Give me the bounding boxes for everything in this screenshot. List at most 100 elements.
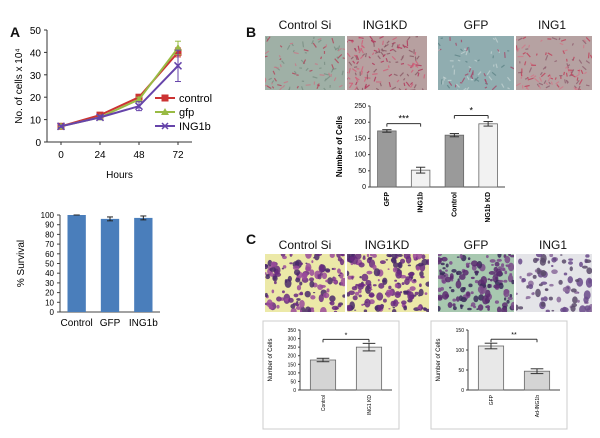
cell-speck xyxy=(484,86,488,89)
cell-speck xyxy=(581,265,588,269)
cell-speck xyxy=(316,254,323,257)
cell-speck xyxy=(309,280,315,288)
cell-speck xyxy=(388,285,392,290)
cell-speck xyxy=(265,292,268,298)
cell-speck xyxy=(386,52,391,55)
cell-speck xyxy=(507,76,511,82)
cell-speck xyxy=(381,48,384,52)
cell-speck xyxy=(565,79,569,84)
y-tick-label: 80 xyxy=(45,230,54,239)
cell-speck xyxy=(369,36,374,41)
cell-speck xyxy=(284,279,288,283)
cell-speck xyxy=(518,258,523,265)
cell-speck xyxy=(296,272,299,276)
cell-speck xyxy=(450,279,454,282)
significance-label: ** xyxy=(511,332,517,339)
cell-speck xyxy=(279,87,283,90)
cell-speck xyxy=(475,263,481,267)
cell-speck xyxy=(373,49,378,53)
y-tick-label: 250 xyxy=(354,103,366,110)
cell-speck xyxy=(352,295,358,301)
cell-speck xyxy=(361,303,364,306)
cell-speck xyxy=(409,55,414,58)
cell-speck xyxy=(494,261,500,267)
cell-speck xyxy=(583,296,589,304)
bar xyxy=(309,359,337,391)
cell-speck xyxy=(314,63,318,66)
cell-speck xyxy=(509,293,513,298)
x-tick-label: Control xyxy=(451,192,458,217)
cell-speck xyxy=(539,76,543,82)
cell-speck xyxy=(516,82,521,87)
cell-speck xyxy=(351,276,354,280)
cell-speck xyxy=(379,260,386,265)
cell-speck xyxy=(377,55,381,60)
cell-speck xyxy=(551,269,558,274)
cell-speck xyxy=(291,43,294,47)
cell-speck xyxy=(571,58,575,61)
cell-speck xyxy=(584,71,587,75)
cell-speck xyxy=(414,71,419,76)
y-axis-label: No. of cells x 10⁴ xyxy=(14,48,25,123)
cell-speck xyxy=(470,291,474,295)
cell-speck xyxy=(407,272,415,277)
cell-speck xyxy=(368,293,375,298)
cell-speck xyxy=(293,70,297,74)
cell-speck xyxy=(397,43,401,50)
cell-speck xyxy=(347,52,351,58)
cell-speck xyxy=(487,283,491,289)
cell-speck xyxy=(299,291,304,296)
cell-speck xyxy=(265,79,267,81)
cell-speck xyxy=(318,264,325,273)
y-tick-label: 250 xyxy=(288,345,297,351)
cell-speck xyxy=(516,47,520,53)
cell-speck xyxy=(556,84,560,88)
cell-speck xyxy=(575,79,580,85)
cell-speck xyxy=(507,296,513,301)
cell-speck xyxy=(452,298,457,302)
cell-speck xyxy=(385,58,388,63)
cell-speck xyxy=(563,272,568,276)
chart-frame xyxy=(262,320,400,430)
cell-speck xyxy=(356,55,360,61)
cell-speck xyxy=(354,285,357,288)
cell-speck xyxy=(438,296,443,301)
x-tick-label: GFP xyxy=(489,394,495,405)
cell-speck xyxy=(571,69,575,74)
cell-speck xyxy=(501,307,508,312)
cell-speck xyxy=(488,75,493,81)
cell-speck xyxy=(445,276,452,283)
cell-speck xyxy=(417,68,423,72)
y-tick-label: 40 xyxy=(45,269,54,278)
cell-speck xyxy=(503,297,507,301)
cell-speck xyxy=(388,61,391,63)
cell-speck xyxy=(543,80,547,85)
cell-speck xyxy=(410,69,414,73)
cell-speck xyxy=(272,275,278,282)
cell-speck xyxy=(403,305,408,311)
cell-speck xyxy=(348,61,353,66)
bar xyxy=(444,134,465,188)
cell-speck xyxy=(419,283,422,288)
x-tick-label: ING1b xyxy=(418,192,425,213)
cell-speck xyxy=(560,39,567,42)
cell-speck xyxy=(390,300,396,307)
cell-speck xyxy=(462,269,469,276)
cell-speck xyxy=(347,71,348,74)
cell-speck xyxy=(269,267,277,272)
cell-speck xyxy=(424,292,428,295)
cell-speck xyxy=(524,84,530,88)
cell-speck xyxy=(565,72,568,77)
cell-speck xyxy=(376,304,383,311)
cell-speck xyxy=(319,307,327,312)
cell-speck xyxy=(359,276,362,279)
cell-speck xyxy=(570,288,577,293)
cell-speck xyxy=(585,37,591,42)
cell-speck xyxy=(474,78,480,82)
cell-speck xyxy=(560,307,565,312)
cell-speck xyxy=(390,258,394,262)
cell-speck xyxy=(578,69,581,75)
cell-speck xyxy=(323,292,330,299)
cell-speck xyxy=(360,55,364,60)
